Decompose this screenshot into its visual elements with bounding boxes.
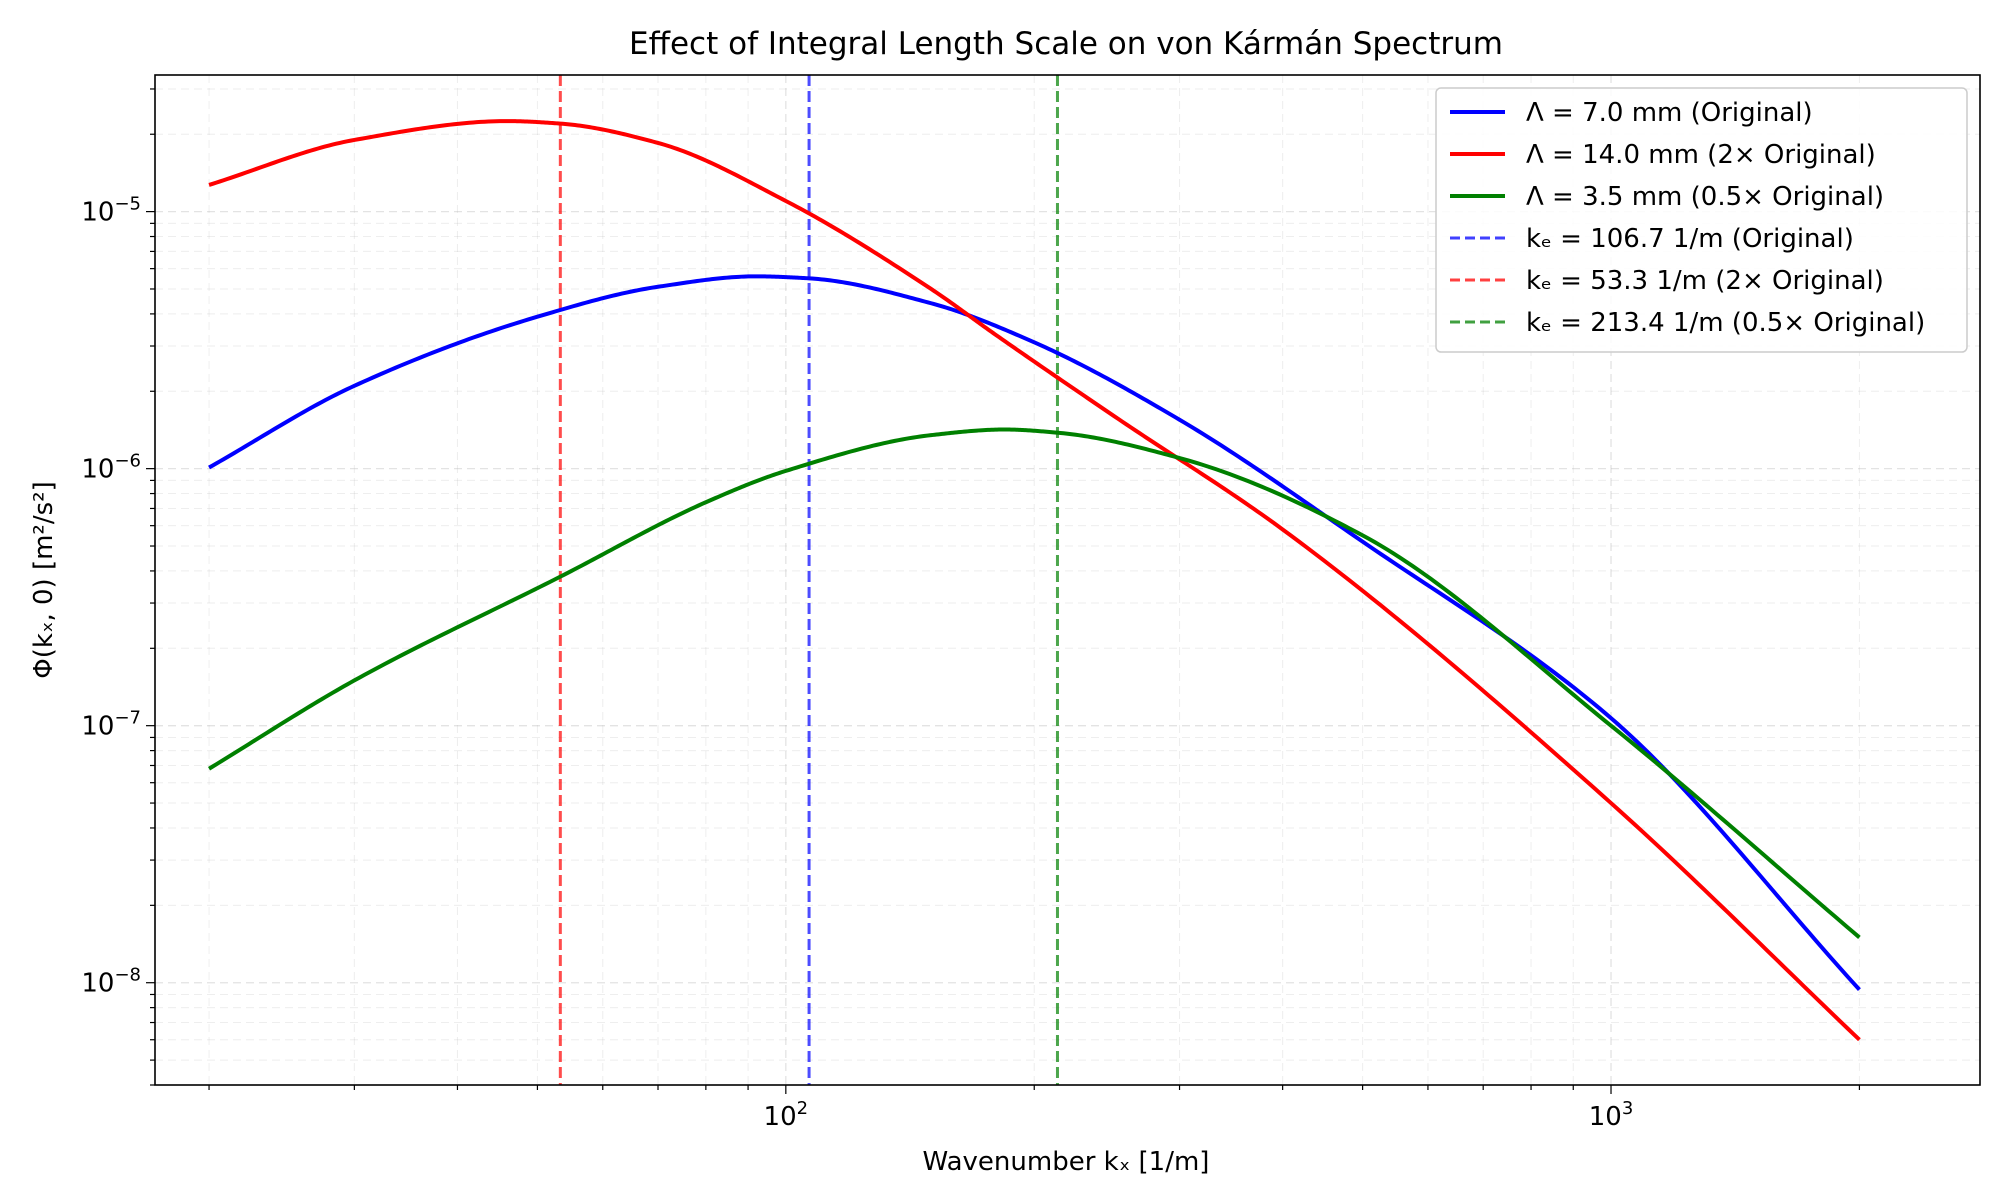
y-axis-label: Φ(kₓ, 0) [m²/s²] (29, 481, 59, 678)
legend-label: Λ = 7.0 mm (Original) (1526, 98, 1813, 128)
legend-label: kₑ = 53.3 1/m (2× Original) (1526, 266, 1884, 296)
plot-frame (154, 74, 1981, 1086)
reference-lines (558, 75, 1059, 1085)
x-tick-label: 103 (1589, 1098, 1634, 1132)
series-line (208, 427, 1861, 939)
axis-ticks: 102 103 10−8 10−7 10−6 10−5 (81, 88, 1861, 1132)
legend-frame (1435, 87, 1968, 353)
y-tick-label: 10−6 (81, 451, 141, 485)
series-line (208, 274, 1861, 991)
legend-label: Λ = 3.5 mm (0.5× Original) (1526, 182, 1884, 212)
y-tick-label: 10−8 (81, 965, 141, 999)
x-tick-label: 102 (764, 1098, 809, 1132)
grid-layer (155, 75, 1980, 1086)
legend-label: kₑ = 106.7 1/m (Original) (1526, 224, 1854, 254)
y-tick-label: 10−7 (81, 708, 141, 742)
series-line (208, 119, 1861, 1042)
chart-title: Effect of Integral Length Scale on von K… (629, 26, 1503, 62)
legend-label: kₑ = 213.4 1/m (0.5× Original) (1526, 308, 1925, 338)
legend: Λ = 7.0 mm (Original) Λ = 14.0 mm (2× Ori… (1435, 87, 1968, 353)
y-tick-label: 10−5 (81, 194, 141, 228)
x-axis-label: Wavenumber kₓ [1/m] (923, 1147, 1210, 1177)
series-layer (208, 119, 1861, 1042)
legend-label: Λ = 14.0 mm (2× Original) (1526, 140, 1876, 170)
